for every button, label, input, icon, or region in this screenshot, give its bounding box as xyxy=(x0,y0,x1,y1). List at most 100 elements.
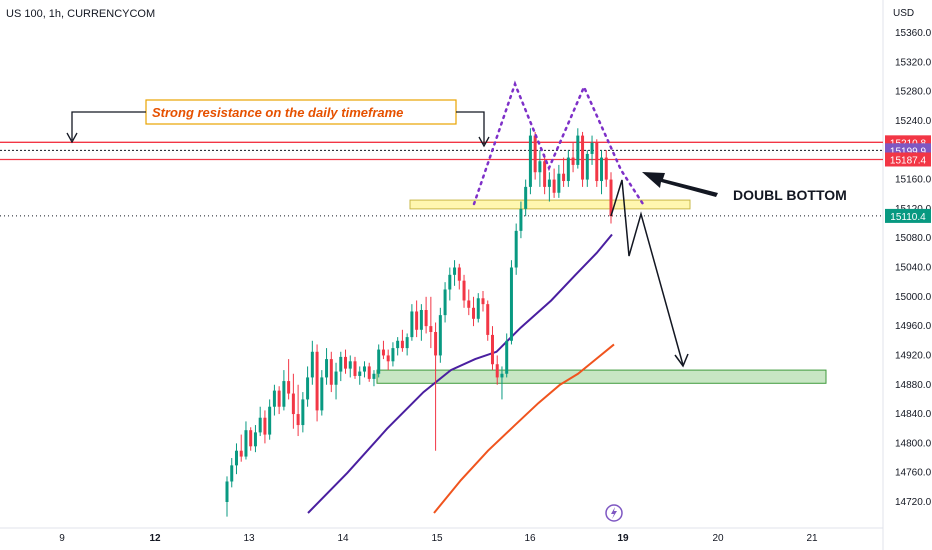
candle-body[interactable] xyxy=(528,135,532,187)
candle-body[interactable] xyxy=(595,142,599,182)
candle-body[interactable] xyxy=(230,465,234,482)
candle-body[interactable] xyxy=(400,340,404,349)
candle-body[interactable] xyxy=(581,135,585,180)
candle-body[interactable] xyxy=(367,366,371,379)
resistance-arrow-right xyxy=(456,111,485,144)
candle-body[interactable] xyxy=(571,157,575,165)
candle-body[interactable] xyxy=(287,381,291,394)
candle-body[interactable] xyxy=(277,390,281,407)
moving-average-line xyxy=(307,233,613,514)
candle-body[interactable] xyxy=(448,274,452,290)
y-tick-label: 15240.0 xyxy=(895,116,932,127)
candle-body[interactable] xyxy=(272,390,276,407)
candle-body[interactable] xyxy=(543,161,547,187)
candle-body[interactable] xyxy=(325,359,329,378)
y-tick-label: 14840.0 xyxy=(895,409,932,420)
candle-body[interactable] xyxy=(301,399,305,426)
candle-body[interactable] xyxy=(377,349,381,374)
candle-body[interactable] xyxy=(419,310,423,330)
candle-body[interactable] xyxy=(249,430,253,447)
candle-body[interactable] xyxy=(244,430,248,457)
candle-body[interactable] xyxy=(306,377,310,400)
candle-body[interactable] xyxy=(566,157,570,182)
candle-body[interactable] xyxy=(429,326,433,332)
candle-body[interactable] xyxy=(334,371,338,385)
candle-body[interactable] xyxy=(386,355,390,362)
candle-body[interactable] xyxy=(258,417,262,433)
candle-body[interactable] xyxy=(353,361,357,376)
candle-body[interactable] xyxy=(438,315,442,356)
candle-body[interactable] xyxy=(358,371,362,376)
candle-body[interactable] xyxy=(410,311,414,338)
candle-body[interactable] xyxy=(263,417,267,435)
candle-body[interactable] xyxy=(225,481,229,502)
candle-body[interactable] xyxy=(443,289,447,316)
candle-body[interactable] xyxy=(538,161,542,173)
candle-body[interactable] xyxy=(291,393,295,415)
candle-body[interactable] xyxy=(547,179,551,187)
candle-body[interactable] xyxy=(296,414,300,426)
moving-average-line xyxy=(433,343,615,514)
candle-body[interactable] xyxy=(396,340,400,349)
y-tick-label: 14960.0 xyxy=(895,321,932,332)
candle-body[interactable] xyxy=(500,373,504,378)
projection-arrowhead xyxy=(674,353,689,368)
candle-body[interactable] xyxy=(552,179,556,193)
y-tick-label: 14800.0 xyxy=(895,438,932,449)
candle-body[interactable] xyxy=(453,267,457,275)
y-tick-label: 15320.0 xyxy=(895,57,932,68)
candle-body[interactable] xyxy=(486,304,490,335)
candle-body[interactable] xyxy=(509,267,513,341)
candle-body[interactable] xyxy=(315,351,319,411)
candle-body[interactable] xyxy=(505,340,509,374)
candle-body[interactable] xyxy=(239,450,243,457)
candle-body[interactable] xyxy=(590,142,594,154)
candle-body[interactable] xyxy=(348,361,352,369)
candle-body[interactable] xyxy=(434,331,438,356)
candle-body[interactable] xyxy=(495,364,499,378)
candle-body[interactable] xyxy=(557,173,561,193)
candle-body[interactable] xyxy=(329,359,333,385)
candle-body[interactable] xyxy=(372,373,376,379)
candle-body[interactable] xyxy=(457,267,461,281)
candle-body[interactable] xyxy=(415,311,419,330)
candle-body[interactable] xyxy=(282,381,286,407)
candle-body[interactable] xyxy=(344,356,348,369)
candle-body[interactable] xyxy=(533,135,537,173)
candle-body[interactable] xyxy=(562,173,566,182)
candle-body[interactable] xyxy=(405,337,409,349)
candle-body[interactable] xyxy=(514,230,518,268)
candle-body[interactable] xyxy=(472,307,476,319)
candle-body[interactable] xyxy=(339,356,343,372)
candle-body[interactable] xyxy=(490,334,494,365)
candle-body[interactable] xyxy=(462,280,466,301)
double-top-pattern xyxy=(472,80,645,206)
price-tag-label: 15110.4 xyxy=(890,212,926,223)
candle-body[interactable] xyxy=(234,450,238,466)
candle-body[interactable] xyxy=(524,186,528,209)
resistance-label-box xyxy=(145,99,457,125)
candle-body[interactable] xyxy=(381,349,385,356)
lightning-icon[interactable] xyxy=(605,504,623,522)
candle-body[interactable] xyxy=(391,348,395,362)
y-tick-label: 15080.0 xyxy=(895,233,932,244)
candle-body[interactable] xyxy=(600,157,604,182)
candle-body[interactable] xyxy=(310,351,314,378)
candle-body[interactable] xyxy=(424,310,428,327)
candle-body[interactable] xyxy=(476,298,480,319)
candle-body[interactable] xyxy=(362,366,366,372)
candle-body[interactable] xyxy=(467,300,471,308)
candle-body[interactable] xyxy=(576,135,580,165)
candle-body[interactable] xyxy=(481,298,485,305)
candle-body[interactable] xyxy=(604,157,608,180)
candle-body[interactable] xyxy=(585,153,589,180)
y-tick-label: 15160.0 xyxy=(895,175,932,186)
double-bottom-label: DOUBL BOTTOM xyxy=(733,187,847,203)
candle-body[interactable] xyxy=(519,208,523,231)
candle-body[interactable] xyxy=(268,406,272,435)
candle-body[interactable] xyxy=(253,432,257,447)
y-tick-label: 14880.0 xyxy=(895,380,932,391)
candle-body[interactable] xyxy=(609,179,613,217)
candle-body[interactable] xyxy=(320,377,324,411)
